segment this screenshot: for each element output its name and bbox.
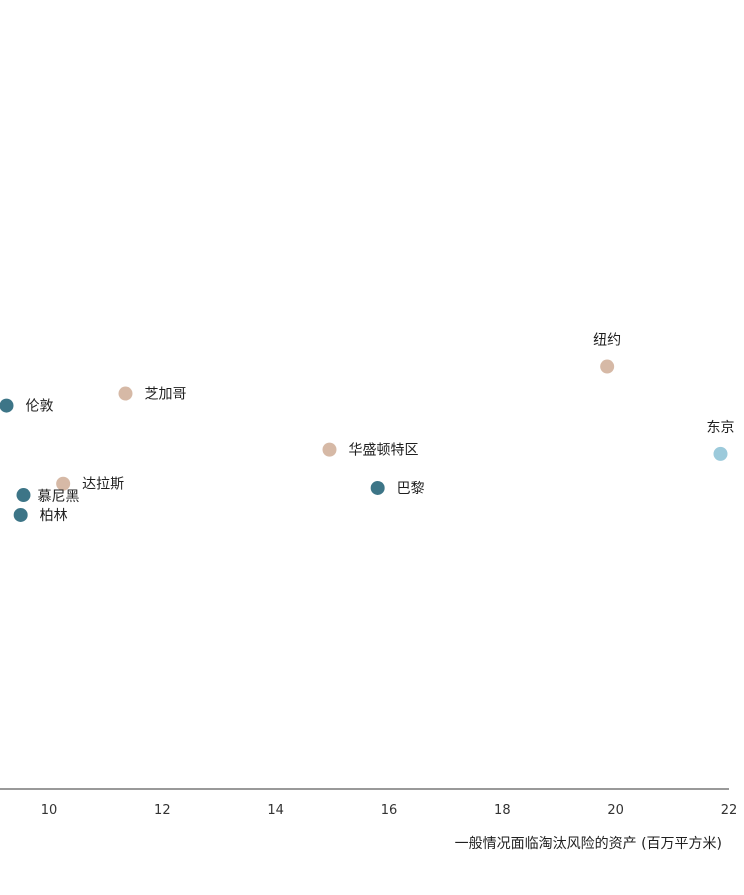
- data-point: [370, 480, 385, 495]
- x-tick-label: 16: [381, 803, 398, 818]
- x-tick-label: 14: [267, 803, 284, 818]
- x-tick-label: 22: [721, 803, 738, 818]
- point-label: 达拉斯: [82, 477, 124, 493]
- x-tick-label: 18: [494, 803, 511, 818]
- point-label: 东京: [707, 420, 735, 436]
- x-tick-label: 10: [41, 803, 58, 818]
- point-label: 慕尼黑: [38, 489, 80, 505]
- point-label: 芝加哥: [145, 387, 187, 403]
- data-point: [0, 398, 14, 413]
- data-point: [322, 442, 337, 457]
- data-point: [16, 488, 31, 503]
- data-point: [56, 476, 71, 491]
- data-point: [13, 507, 28, 522]
- point-label: 巴黎: [397, 481, 425, 497]
- x-tick-labels: 10 12 14 16 18 20 22: [41, 803, 738, 818]
- point-label: 纽约: [593, 333, 621, 349]
- x-tick-label: 20: [607, 803, 624, 818]
- point-label: 伦敦: [26, 399, 54, 415]
- data-point: [713, 446, 728, 461]
- data-point: [600, 359, 615, 374]
- point-label: 华盛顿特区: [349, 443, 419, 459]
- x-axis-title: 一般情况面临淘汰风险的资产 (百万平方米): [455, 836, 722, 852]
- point-label: 柏林: [40, 508, 68, 524]
- data-points: [0, 359, 728, 522]
- data-point: [118, 386, 133, 401]
- x-tick-label: 12: [154, 803, 171, 818]
